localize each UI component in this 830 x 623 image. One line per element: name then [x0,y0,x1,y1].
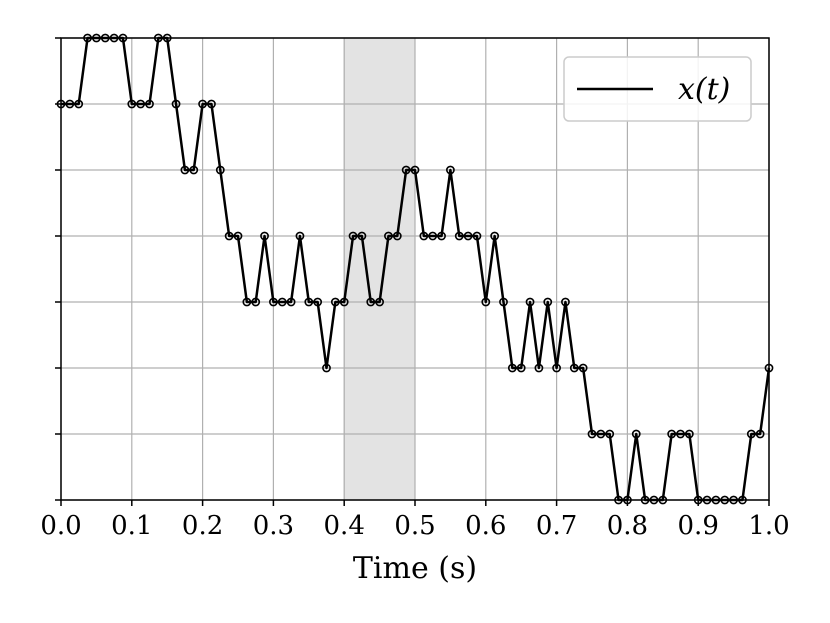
data-point [578,363,588,373]
data-point [392,231,402,241]
x-tick-label: 0.8 [607,511,648,541]
x-tick-label: 0.6 [465,511,506,541]
data-point [268,297,278,307]
x-tick-label: 0.0 [40,511,81,541]
data-point [145,99,154,109]
data-point [260,231,269,241]
data-point [499,297,508,307]
data-point [224,231,234,241]
x-tick-label: 0.4 [324,511,365,541]
data-point [605,429,615,439]
x-tick-label: 0.5 [394,511,435,541]
data-point [74,99,84,109]
data-point [746,429,756,439]
data-point [516,363,526,373]
data-point [348,231,358,241]
data-point [401,165,411,175]
data-point [295,231,305,241]
data-point [587,429,597,439]
data-point [410,165,420,175]
data-point [207,99,216,109]
data-point [543,297,553,307]
legend-box [563,56,752,122]
data-point [569,363,579,373]
legend: x(t) [563,56,752,122]
data-point [189,165,199,175]
data-point [684,429,694,439]
data-point [127,99,137,109]
data-point [463,231,473,241]
data-point [437,231,446,241]
data-point [375,297,384,307]
data-point [180,165,190,175]
data-point [454,231,464,241]
data-point [357,231,367,241]
data-point [215,165,225,175]
data-point [428,231,438,241]
data-point [384,231,393,241]
x-tick-label: 0.7 [536,511,577,541]
x-axis-label: Time (s) [353,551,477,586]
x-tick-label: 0.1 [111,511,152,541]
data-point [286,297,296,307]
data-point [233,231,243,241]
highlight-span [343,37,416,501]
data-point [251,297,261,307]
data-point [755,429,765,439]
x-tick-label: 1.0 [748,511,789,541]
data-point [136,99,146,109]
data-point [277,297,287,307]
data-point [339,297,349,307]
data-point [525,297,535,307]
data-point [419,231,429,241]
x-tick-label: 0.9 [678,511,719,541]
data-point [534,363,544,373]
data-point [445,165,455,175]
data-point [561,297,570,307]
y-ticks [55,37,61,501]
data-point [171,99,181,109]
data-point [472,231,482,241]
data-point [507,363,517,373]
data-point [631,429,641,439]
x-ticks: 0.0 0.1 0.2 0.3 0.4 0.5 0.6 0.7 0.8 0.9 1.0 [40,500,790,541]
data-point [490,231,500,241]
data-point [304,297,314,307]
data-point [242,297,252,307]
x-tick-label: 0.3 [253,511,294,541]
legend-label: x(t) [678,72,730,107]
data-point [667,429,677,439]
x-tick-label: 0.2 [182,511,223,541]
data-point [366,297,376,307]
data-point [676,429,685,439]
data-point [65,99,75,109]
data-point [481,297,491,307]
data-point [313,297,323,307]
data-point [552,363,561,373]
data-point [596,429,606,439]
data-point [322,363,331,373]
data-point [330,297,340,307]
data-point [198,99,207,109]
